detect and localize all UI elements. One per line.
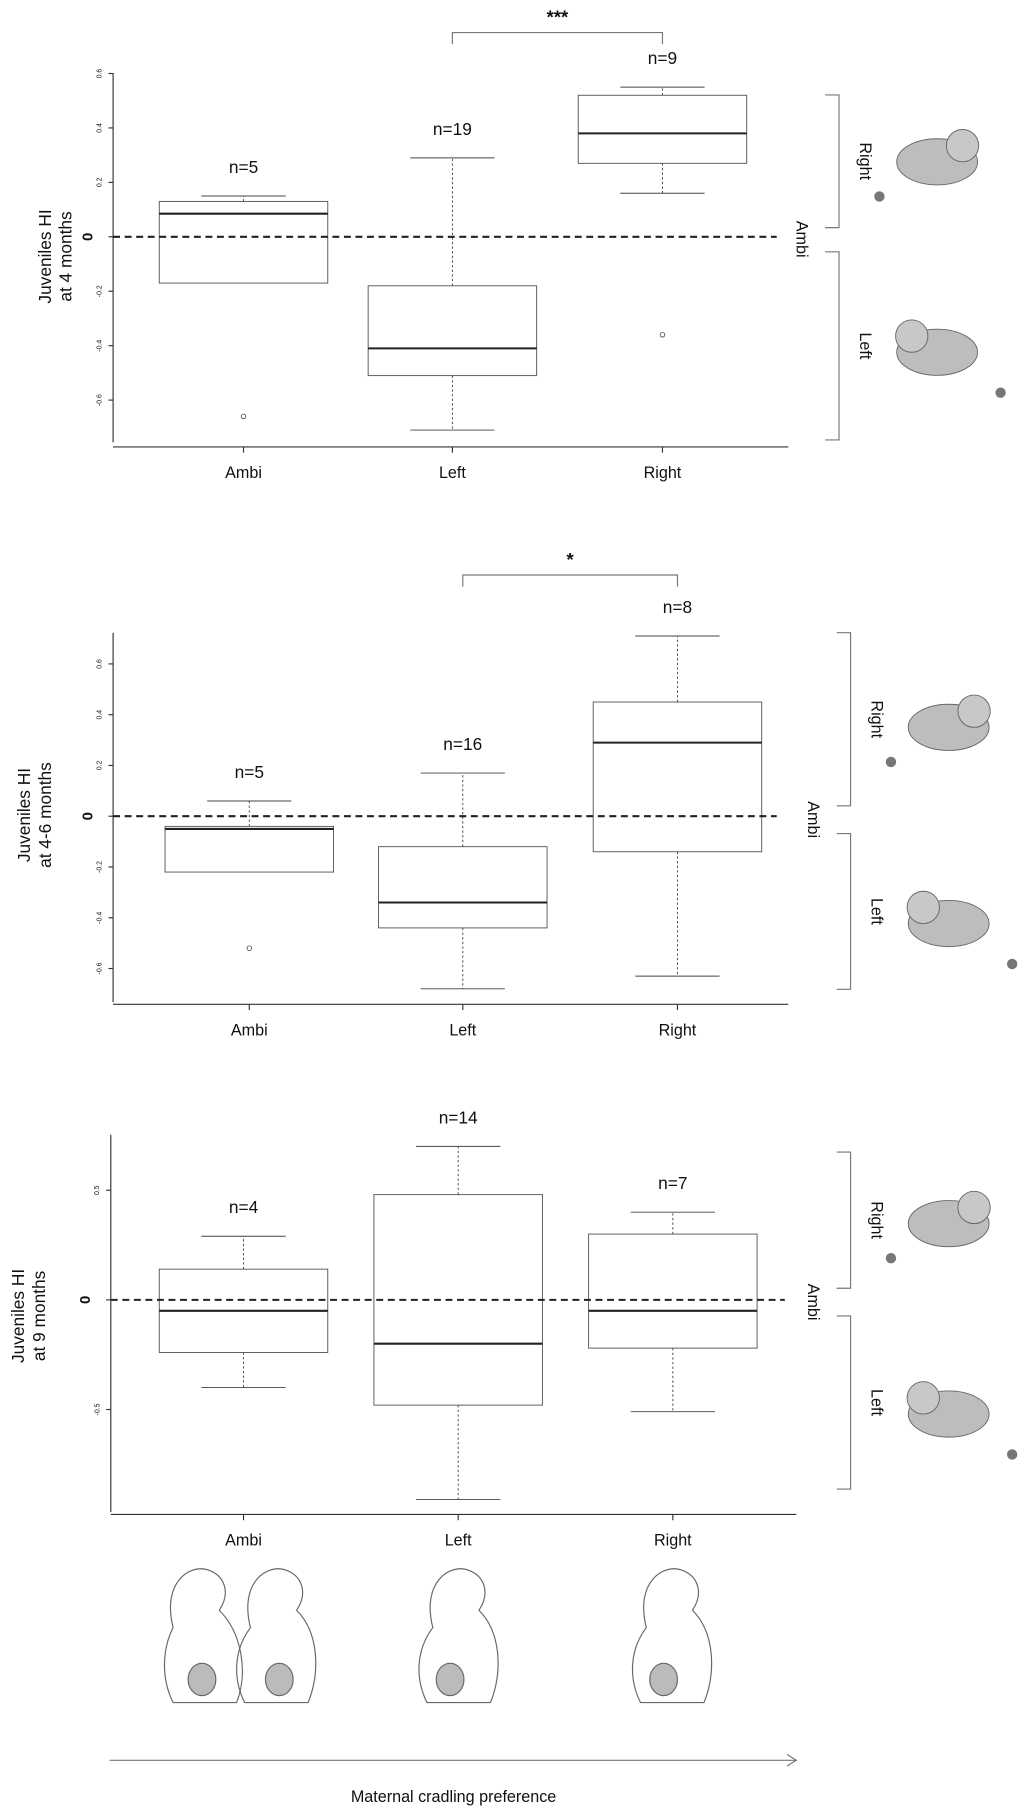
side-label: Ambi <box>804 1284 822 1321</box>
juvenile-head <box>906 1381 940 1415</box>
x-tick-label: Ambi <box>225 1532 262 1550</box>
y-tick-label: 0 <box>77 1296 94 1304</box>
side-bracket <box>836 1315 852 1490</box>
mother-illustrations <box>163 1568 713 1704</box>
box <box>158 200 329 284</box>
side-bracket <box>836 1151 852 1289</box>
x-tick-label: Ambi <box>225 464 262 482</box>
y-tick-label: 0 <box>79 233 96 241</box>
y-tick-label: 0 <box>79 812 96 820</box>
y-axis-title-line: at 4 months <box>56 211 76 302</box>
y-axis-title: Juveniles HIat 9 months <box>8 1269 49 1363</box>
side-label: Right <box>867 700 885 738</box>
side-label: Ambi <box>792 221 810 258</box>
juvenile-head <box>957 694 991 728</box>
significance-bracket <box>451 31 664 45</box>
x-tick-label: Right <box>659 1021 697 1039</box>
significance-label: * <box>567 549 575 570</box>
y-tick-label: -0.6 <box>97 962 104 974</box>
y-tick-label: -0.6 <box>97 394 104 406</box>
box <box>577 94 748 164</box>
x-axis-title: Maternal cradling preference <box>351 1788 556 1806</box>
ball-icon <box>1006 958 1018 970</box>
n-label: n=19 <box>433 119 472 139</box>
ball-icon <box>885 1253 897 1264</box>
ball-icon <box>885 756 897 768</box>
x-tick-label: Left <box>445 1532 472 1550</box>
y-tick-label: 0.4 <box>97 710 104 720</box>
y-axis-title-line: at 9 months <box>29 1270 49 1361</box>
x-tick-label: Left <box>449 1021 476 1039</box>
n-label: n=16 <box>443 734 482 754</box>
n-label: n=8 <box>663 597 692 617</box>
juvenile-head <box>895 319 929 353</box>
y-axis-title: Juveniles HIat 4 months <box>35 209 76 303</box>
y-axis-title-line: Juveniles HI <box>35 209 55 303</box>
side-bracket <box>825 94 840 229</box>
x-tick-label: Ambi <box>231 1021 268 1039</box>
y-tick-label: 0.6 <box>97 659 104 669</box>
y-tick-label: -0.5 <box>94 1403 101 1415</box>
x-tick-label: Right <box>654 1532 692 1550</box>
y-tick-label: -0.2 <box>97 285 104 297</box>
ball-icon <box>995 387 1006 398</box>
side-label: Right <box>856 142 874 180</box>
side-label: Left <box>867 1389 885 1416</box>
x-tick-label: Right <box>644 464 682 482</box>
y-axis-title-line: at 4-6 months <box>35 762 55 868</box>
outlier <box>246 945 252 951</box>
side-bracket <box>836 832 852 990</box>
y-tick-label: -0.2 <box>97 861 104 873</box>
box <box>588 1233 758 1349</box>
y-axis-title-line: Juveniles HI <box>8 1269 28 1363</box>
y-tick-label: 0.5 <box>94 1185 101 1195</box>
x-tick-label: Left <box>439 464 466 482</box>
outlier <box>240 413 247 420</box>
significance-bracket <box>462 574 679 587</box>
y-tick-label: -0.4 <box>97 340 104 352</box>
box <box>592 701 763 853</box>
y-tick-label: 0.2 <box>97 761 104 771</box>
side-label: Right <box>867 1201 885 1239</box>
ball-icon <box>1006 1449 1018 1460</box>
y-tick-label: 0.6 <box>97 69 104 79</box>
n-label: n=5 <box>229 157 258 177</box>
juvenile-head <box>945 129 980 163</box>
side-label: Left <box>856 332 874 359</box>
box <box>367 285 538 377</box>
y-axis-title: Juveniles HIat 4-6 months <box>14 762 55 868</box>
n-label: n=7 <box>658 1173 687 1193</box>
juvenile-head <box>957 1190 991 1225</box>
box <box>164 825 334 873</box>
significance-label: *** <box>547 6 569 27</box>
n-label: n=9 <box>648 48 677 68</box>
y-tick-label: -0.4 <box>97 912 104 924</box>
juvenile-head <box>906 890 940 925</box>
side-label: Left <box>867 898 885 925</box>
arrow-head <box>786 1754 798 1767</box>
outlier <box>659 332 666 338</box>
y-axis-title-line: Juveniles HI <box>14 768 34 862</box>
y-tick-label: 0.4 <box>97 123 104 133</box>
side-bracket <box>825 251 840 441</box>
y-tick-label: 0.2 <box>97 177 104 187</box>
side-bracket <box>836 632 852 807</box>
side-label: Ambi <box>804 801 822 838</box>
ball-icon <box>874 191 885 202</box>
n-label: n=5 <box>235 762 264 782</box>
n-label: n=14 <box>439 1107 478 1127</box>
n-label: n=4 <box>229 1197 259 1217</box>
box <box>378 846 548 929</box>
